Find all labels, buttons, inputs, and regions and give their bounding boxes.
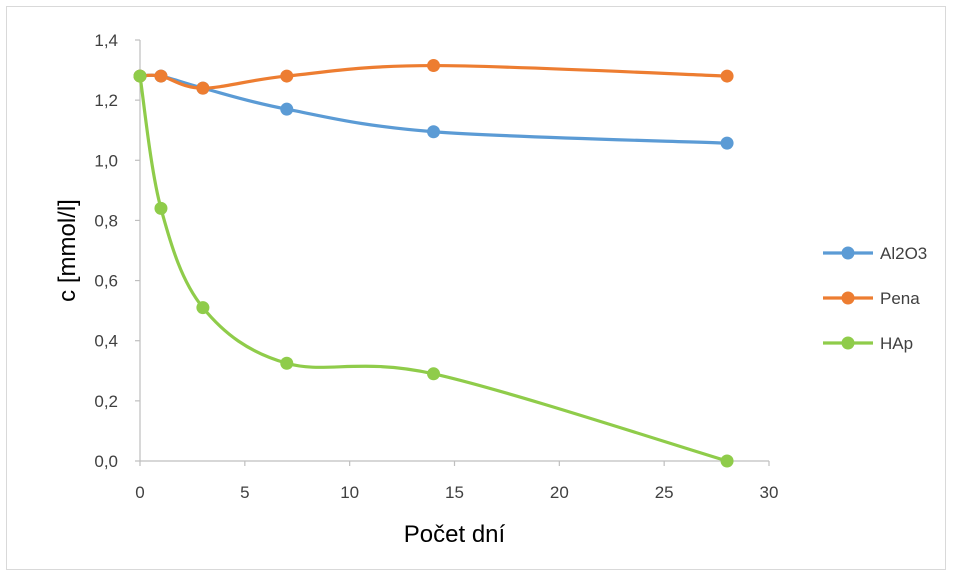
- y-tick-label: 1,4: [94, 31, 118, 50]
- data-point-hap: [154, 201, 168, 215]
- data-point-al2o3: [720, 136, 734, 150]
- data-point-pena: [196, 81, 210, 95]
- legend-swatch-marker: [841, 246, 855, 260]
- y-tick-label: 1,2: [94, 91, 118, 110]
- legend-item-al2o3: Al2O3: [823, 244, 927, 263]
- y-tick-label: 0,4: [94, 332, 118, 351]
- y-axis-title: c [mmol/l]: [54, 199, 81, 302]
- legend: Al2O3 Pena HAp: [823, 244, 927, 353]
- x-tick-label: 10: [340, 483, 359, 502]
- data-point-hap: [720, 454, 734, 468]
- y-tick-label: 0,2: [94, 392, 118, 411]
- legend-label: Pena: [880, 289, 920, 308]
- series-layer: [133, 59, 734, 468]
- x-tick-label: 15: [445, 483, 464, 502]
- chart-frame: [6, 6, 946, 570]
- x-tick-label: 5: [240, 483, 249, 502]
- legend-item-pena: Pena: [823, 289, 920, 308]
- series-al2o3: [133, 69, 734, 150]
- y-axis: 0,0 0,2 0,4 0,6 0,8 1,0 1,2 1,4: [94, 31, 141, 471]
- data-point-pena: [154, 69, 168, 83]
- data-point-pena: [427, 59, 441, 73]
- x-tick-label: 20: [550, 483, 569, 502]
- data-point-hap: [196, 301, 210, 315]
- y-tick-label: 0,0: [94, 452, 118, 471]
- series-hap: [133, 69, 734, 468]
- series-pena: [133, 59, 734, 95]
- x-tick-label: 30: [760, 483, 779, 502]
- data-point-pena: [720, 69, 734, 83]
- legend-label: Al2O3: [880, 244, 927, 263]
- legend-label: HAp: [880, 334, 913, 353]
- y-tick-label: 0,6: [94, 272, 118, 291]
- x-tick-label: 0: [135, 483, 144, 502]
- data-point-al2o3: [280, 102, 294, 116]
- data-point-al2o3: [427, 125, 441, 139]
- legend-item-hap: HAp: [823, 334, 913, 353]
- x-tick-label: 25: [655, 483, 674, 502]
- data-point-pena: [280, 69, 294, 83]
- y-tick-label: 0,8: [94, 211, 118, 230]
- legend-swatch-marker: [841, 291, 855, 305]
- x-axis-title: Počet dní: [404, 521, 506, 548]
- x-axis: 0 5 10 15 20 25 30: [135, 460, 779, 502]
- y-tick-label: 1,0: [94, 151, 118, 170]
- data-point-hap: [133, 69, 147, 83]
- data-point-hap: [427, 367, 441, 381]
- data-point-hap: [280, 356, 294, 370]
- legend-swatch-marker: [841, 336, 855, 350]
